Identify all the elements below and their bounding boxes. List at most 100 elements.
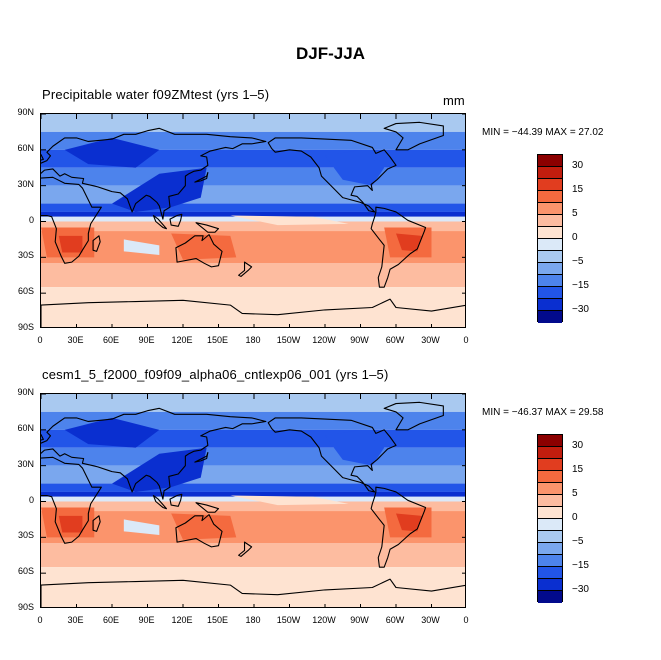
coastlines (41, 401, 465, 607)
colorbar-swatch (538, 239, 562, 251)
colorbar-label: −15 (572, 560, 589, 571)
africa-outline (41, 456, 102, 544)
lon-tick-label: 150E (206, 615, 229, 625)
eurasia-contour (64, 137, 160, 168)
lon-tick-label: 90E (138, 615, 155, 625)
australia-contour (171, 233, 237, 260)
lat-tick-label: 90S (17, 322, 34, 332)
lon-tick-label: 120E (171, 615, 193, 625)
colorbar-swatch (538, 275, 562, 287)
lon-tick-label: 90W (350, 335, 369, 345)
colorbar-swatch (538, 471, 562, 483)
antarctica-outline (41, 578, 465, 607)
colorbar-swatch (538, 507, 562, 519)
colorbar-swatch (538, 591, 562, 603)
lon-tick-label: 120W (312, 335, 336, 345)
map-panel-2: cesm1_5_f2000_f09f09_alpha06_cntlexp06_0… (0, 365, 661, 635)
colorbar-label: 5 (572, 208, 578, 219)
indian-ocean-contour (123, 519, 160, 535)
asian-monsoon-contour (112, 447, 207, 492)
antarctica-outline (41, 298, 465, 327)
colorbar-swatch (538, 179, 562, 191)
lon-tick-label: 60E (102, 615, 119, 625)
lon-tick-label: 180 (245, 335, 261, 345)
colorbar-swatch (538, 543, 562, 555)
map-plot (40, 113, 466, 328)
new-zealand-outline (238, 261, 253, 277)
lon-tick-label: 150W (276, 335, 301, 345)
colorbar-swatch (538, 519, 562, 531)
new-zealand-outline (238, 541, 253, 557)
colorbar-swatch (538, 459, 562, 471)
colorbar (537, 154, 563, 323)
australia-contour (171, 513, 237, 540)
colorbar-swatch (538, 483, 562, 495)
colorbar-swatch (538, 287, 562, 299)
madagascar-outline (92, 515, 101, 532)
coastlines (41, 121, 465, 327)
panel-title: cesm1_5_f2000_f09f09_alpha06_cntlexp06_0… (42, 367, 389, 382)
greenland-outline (383, 401, 444, 431)
lon-tick-label: 0 (463, 615, 469, 625)
colorbar-swatch (538, 299, 562, 311)
new-guinea-outline (195, 222, 220, 233)
lon-tick-label: 120E (171, 335, 193, 345)
lat-tick-label: 30S (17, 250, 34, 261)
lon-tick-label: 150W (276, 615, 301, 625)
lat-tick-label: 90N (17, 107, 34, 117)
lon-tick-label: 120W (312, 615, 336, 625)
colorbar-label: −30 (572, 304, 589, 315)
south-america-core-contour (396, 513, 423, 532)
contour-band (41, 447, 465, 466)
contour-band (41, 483, 465, 492)
contour-band (41, 211, 465, 217)
contour-band (41, 411, 465, 430)
lat-tick-label: 60N (17, 142, 34, 153)
greenland-outline (383, 121, 444, 151)
lat-tick-label: 60N (17, 422, 34, 433)
colorbar-swatch (538, 251, 562, 263)
colorbar-label: 0 (572, 512, 578, 523)
colorbar-label: −30 (572, 584, 589, 595)
north-america-contour (325, 149, 385, 186)
colorbar-label: −15 (572, 280, 589, 291)
australia-outline (175, 234, 223, 268)
lon-tick-label: 60W (385, 335, 405, 345)
contour-band (41, 501, 465, 512)
japan-outline (194, 171, 209, 183)
colorbar-label: −5 (572, 536, 584, 547)
north-america-contour (325, 429, 385, 466)
southern-africa-core-contour (58, 515, 83, 533)
contour-band (41, 567, 465, 607)
colorbar-label: 0 (572, 232, 578, 243)
lon-tick-label: 30W (421, 615, 440, 625)
contour-band (41, 287, 465, 327)
lat-tick-label: 0 (28, 494, 34, 505)
lon-tick-label: 90W (350, 615, 369, 625)
madagascar-outline (92, 235, 101, 252)
asian-monsoon-contour (112, 167, 207, 212)
contour-band (41, 543, 465, 568)
north-america-outline (267, 417, 397, 493)
new-guinea-outline (195, 502, 220, 513)
lat-tick-label: 30N (17, 458, 34, 469)
axis-ticks (41, 114, 465, 327)
units-label: mm (443, 93, 465, 108)
lon-tick-label: 0 (37, 335, 43, 345)
uk-outline (41, 433, 44, 441)
precipitable-water-map (41, 114, 465, 327)
colorbar-swatch (538, 215, 562, 227)
colorbar-label: 30 (572, 440, 584, 451)
eurasia-outline (41, 127, 267, 220)
contour-band (41, 491, 465, 497)
contour-band (41, 185, 465, 204)
colorbar-swatch (538, 167, 562, 179)
min-max-label: MIN = −44.39 MAX = 27.02 (482, 127, 604, 138)
colorbar-swatch (538, 531, 562, 543)
main-title: DJF-JJA (296, 44, 365, 63)
colorbar-label: 15 (572, 184, 584, 195)
colorbar-label: 30 (572, 160, 584, 171)
contour-band (41, 167, 465, 186)
lon-tick-label: 30E (67, 335, 84, 345)
south-america-core-contour (396, 233, 423, 252)
